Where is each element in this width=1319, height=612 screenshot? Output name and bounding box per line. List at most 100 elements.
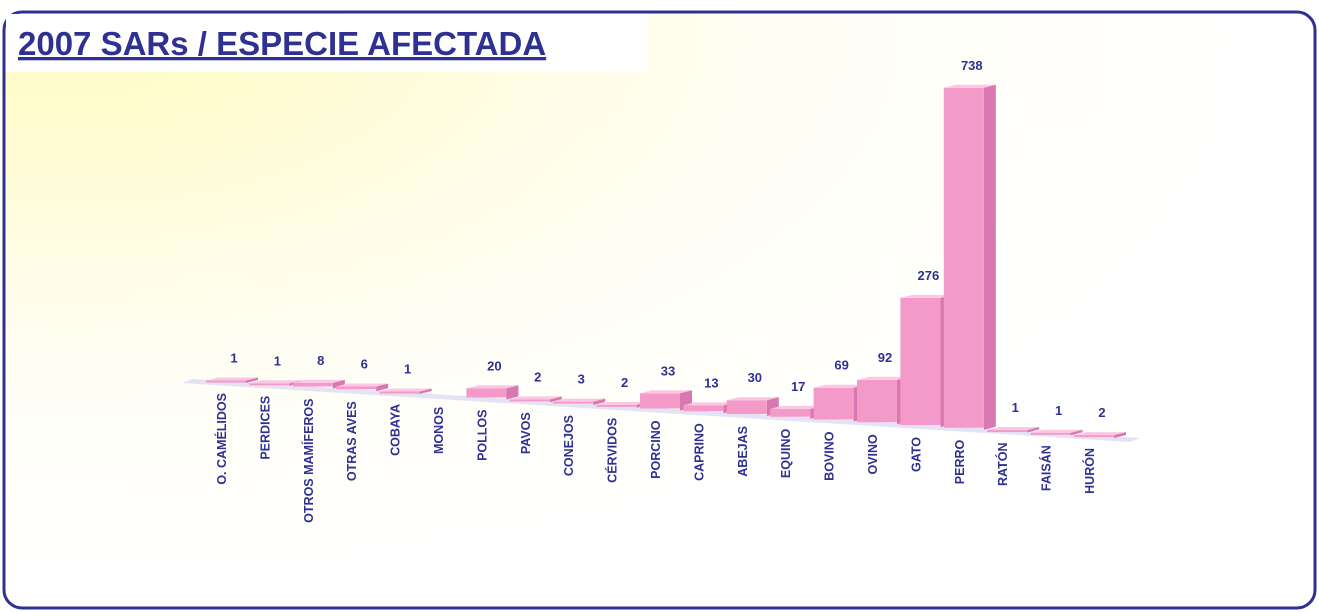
x-tick-label: OTROS MAMÍFEROS <box>301 399 316 523</box>
value-label: 33 <box>661 363 675 378</box>
bar-top <box>857 376 909 380</box>
value-label: 276 <box>918 268 940 283</box>
value-label: 2 <box>621 375 628 390</box>
bar-front <box>900 297 941 425</box>
bar-top <box>900 294 953 298</box>
bar <box>292 379 345 389</box>
value-label: 69 <box>834 358 848 373</box>
value-label: 6 <box>361 356 368 371</box>
bar-side <box>376 383 389 392</box>
floor <box>182 379 1140 442</box>
bar-top <box>1074 432 1126 436</box>
bar-top <box>336 383 389 387</box>
x-tick-label: EQUINO <box>779 428 793 478</box>
bar-front <box>206 380 246 383</box>
bar <box>640 390 692 411</box>
bar-side <box>983 84 996 430</box>
value-label: 92 <box>878 350 892 365</box>
bar-top <box>553 398 606 402</box>
bar <box>379 388 432 394</box>
x-tick-label: CONEJOS <box>562 415 576 476</box>
value-label: 1 <box>1055 403 1062 418</box>
x-tick-label: CAPRINO <box>692 423 706 481</box>
bar-front <box>987 430 1028 433</box>
bar-top <box>640 390 692 394</box>
bar-front <box>553 401 594 404</box>
bar-side <box>332 379 345 389</box>
bar-front <box>379 391 420 394</box>
bar-side <box>1070 429 1083 436</box>
x-tick-label: MONOS <box>432 407 446 454</box>
bar-front <box>726 400 767 414</box>
value-label: 1 <box>274 353 281 368</box>
x-tick-label: GATO <box>909 437 923 472</box>
bar-side <box>419 388 432 394</box>
bar-top <box>379 388 432 392</box>
x-tick-label: PERDICES <box>258 396 272 460</box>
bar-top <box>509 396 562 400</box>
bar <box>1074 432 1126 438</box>
x-tick-label: BOVINO <box>823 431 837 481</box>
bar-top <box>726 397 779 401</box>
bar <box>1030 429 1083 436</box>
value-label: 1 <box>1012 400 1019 415</box>
value-label: 17 <box>791 379 805 394</box>
bar <box>987 427 1040 433</box>
x-tick-label: OVINO <box>866 434 880 475</box>
value-label: 1 <box>230 351 237 366</box>
bar-top <box>466 385 519 389</box>
x-tick-label: OTRAS AVES <box>345 401 359 481</box>
bar <box>553 398 606 405</box>
value-label: 13 <box>704 375 718 390</box>
value-label: 2 <box>1098 405 1105 420</box>
x-tick-label: COBAYA <box>389 404 403 456</box>
x-tick-label: ABEJAS <box>736 426 750 477</box>
value-label: 8 <box>317 353 324 368</box>
bar-front <box>943 87 984 428</box>
chart-title: 2007 SARs / ESPECIE AFECTADA <box>18 25 546 62</box>
bar <box>206 377 258 383</box>
bar-side <box>246 377 258 383</box>
value-label: 738 <box>961 58 983 73</box>
bar-front <box>509 399 550 402</box>
value-label: 30 <box>748 370 762 385</box>
x-tick-label: O. CAMÉLIDOS <box>214 393 229 485</box>
x-tick-label: CÉRVIDOS <box>605 418 620 483</box>
bar-top <box>683 402 736 406</box>
bar-front <box>683 405 724 412</box>
title-box <box>6 14 648 72</box>
x-tick-label: POLLOS <box>475 410 489 461</box>
bar-front <box>466 388 507 398</box>
bar-top <box>1030 429 1083 433</box>
bar-front <box>770 408 811 417</box>
bar-top <box>813 384 866 388</box>
frame <box>2 10 1317 610</box>
x-tick-label: RATÓN <box>995 443 1010 487</box>
bar-top <box>249 380 302 384</box>
value-label: 2 <box>534 369 541 384</box>
bar-front <box>1074 435 1114 438</box>
bar <box>943 84 996 430</box>
bar-top <box>292 379 345 383</box>
bar <box>336 383 389 392</box>
bar-top <box>206 377 258 381</box>
bar-front <box>249 383 290 386</box>
bar <box>466 385 519 400</box>
bar-top <box>770 405 823 409</box>
bar-side <box>506 385 519 400</box>
value-label: 3 <box>578 372 585 387</box>
x-tick-label: PAVOS <box>519 412 533 454</box>
bar-front <box>1030 432 1071 435</box>
bar-front <box>292 382 333 387</box>
bar-front <box>596 404 637 407</box>
bar-top <box>596 401 649 405</box>
bar-front <box>857 379 897 423</box>
value-label: 20 <box>487 358 501 373</box>
bar-front <box>640 393 680 409</box>
value-label: 1 <box>404 362 411 377</box>
bar-top <box>943 84 996 88</box>
bar-side <box>549 396 562 403</box>
x-tick-label: HURÓN <box>1082 448 1097 494</box>
